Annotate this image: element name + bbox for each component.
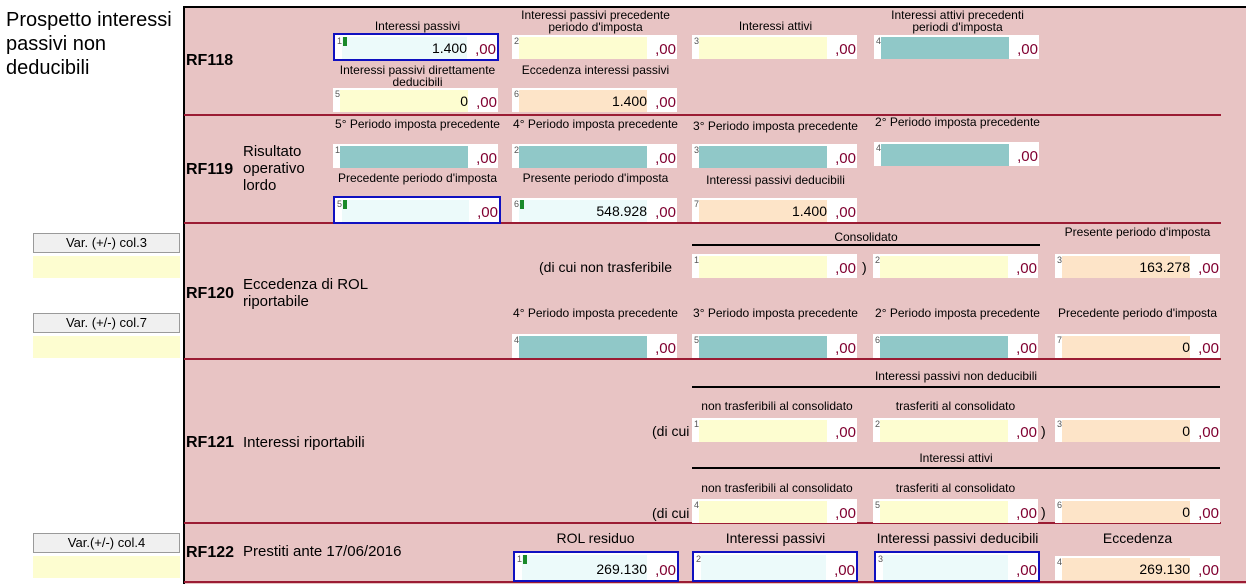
label-rf122-int-pass: Interessi passivi [725,530,826,546]
row-desc-rf119: Risultato operativo lordo [243,143,305,194]
label-interessi-passivi-prec: Interessi passivi precedente periodo d'i… [521,8,670,34]
row-separator [184,222,1221,224]
label-rf122-eccedenza: Eccedenza [1102,530,1173,546]
label-di-cui-non-trasferibile: (di cui non trasferibile [539,259,673,275]
label-interessi-attivi-prec: Interessi attivi precedenti periodi d'im… [891,8,1024,34]
rf120-precedente-field[interactable]: 7 0,00 [1055,334,1220,358]
row-code-rf122: RF122 [186,544,235,561]
var-col7-button[interactable]: Var. (+/-) col.7 [33,313,180,333]
rf120-4-periodo-field[interactable]: 4 ,00 [512,334,677,358]
label-int-pass-dir-deduc: Interessi passivi direttamente deducibil… [339,63,496,89]
page-title: Prospetto interessi passivi non deducibi… [6,9,172,79]
label-di-cui-2: (di cui [652,505,690,521]
label-consolidato: Consolidato [834,230,898,244]
rf119-presente-field[interactable]: 6 548.928,00 [512,198,677,222]
label-rf120-presente: Presente periodo d'imposta [1064,225,1211,239]
paren-close: ) [1041,504,1046,520]
label-rf120-2-periodo: 2° Periodo imposta precedente [875,306,1040,320]
rf120-2-periodo-field[interactable]: 6 ,00 [873,334,1038,358]
row-code-rf118: RF118 [186,52,234,69]
var-col7-field[interactable] [33,336,180,358]
label-non-trasf-1: non trasferibili al consolidato [701,399,853,413]
rf118-interessi-passivi-field[interactable]: 1 1.400,00 [333,33,499,61]
rf121-col2-field[interactable]: 2 ,00 [873,418,1038,442]
var-col4-field[interactable] [33,556,180,578]
label-di-cui-1: (di cui [652,423,690,439]
var-col3-field[interactable] [33,256,180,278]
rf122-int-pass-deduc-field[interactable]: 3 ,00 [874,551,1040,582]
row-code-rf121: RF121 [186,434,235,451]
label-2-periodo: 2° Periodo imposta precedente [875,115,1040,129]
rf119-4-periodo-field[interactable]: 2 ,00 [512,144,677,168]
label-rf120-4-periodo: 4° Periodo imposta precedente [513,306,678,320]
label-5-periodo: 5° Periodo imposta precedente [335,117,500,131]
row-desc-rf120: Eccedenza di ROL riportabile [243,276,368,310]
label-precedente-periodo: Precedente periodo d'imposta [337,171,498,185]
rf121-col6-field[interactable]: 6 0,00 [1055,499,1220,523]
rf119-precedente-field[interactable]: 5 ,00 [333,196,501,224]
rf120-non-trasf-col2-field[interactable]: 2 ,00 [873,254,1038,278]
paren-close: ) [1041,423,1046,439]
rf118-interessi-attivi-field[interactable]: 3 ,00 [692,35,857,59]
rf120-presente-field[interactable]: 3 163.278,00 [1055,254,1220,278]
row-code-rf120: RF120 [186,285,235,302]
row-separator [184,114,1221,116]
rf118-int-pass-prec-field[interactable]: 2 ,00 [512,35,677,59]
label-int-pass-deduc: Interessi passivi deducibili [706,173,845,187]
row-separator [184,358,1221,360]
var-col3-button[interactable]: Var. (+/-) col.3 [33,233,180,253]
label-eccedenza-int-pass: Eccedenza interessi passivi [521,63,670,77]
label-rf120-3-periodo: 3° Periodo imposta precedente [693,306,858,320]
row-desc-rf122: Prestiti ante 17/06/2016 [243,543,402,560]
label-3-periodo: 3° Periodo imposta precedente [693,119,858,133]
row-code-rf119: RF119 [186,161,234,178]
rf118-int-pass-dir-deduc-field[interactable]: 5 0,00 [333,88,498,112]
rf119-5-periodo-field[interactable]: 1 ,00 [333,144,498,168]
label-trasf-2: trasferiti al consolidato [895,481,1016,495]
var-col4-button[interactable]: Var.(+/-) col.4 [33,533,180,553]
rf119-2-periodo-field[interactable]: 4 ,00 [874,142,1039,166]
rf118-eccedenza-field[interactable]: 6 1.400,00 [512,88,677,112]
group1-line [692,386,1220,388]
consolidato-line [692,244,1040,246]
top-border [184,6,1246,8]
bottom-border [184,581,1246,583]
rf121-col5-field[interactable]: 5 ,00 [873,499,1038,523]
row-desc-rf121: Interessi riportabili [243,434,365,451]
rf119-int-pass-deduc-field[interactable]: 7 1.400,00 [692,198,857,222]
rf120-3-periodo-field[interactable]: 5 ,00 [692,334,857,358]
rf121-col4-field[interactable]: 4 ,00 [692,499,857,523]
label-trasf-1: trasferiti al consolidato [895,399,1016,413]
group2-line [692,467,1220,469]
label-interessi-attivi: Interessi attivi [919,451,993,465]
rf122-rol-residuo-field[interactable]: 1 269.130,00 [513,551,679,582]
label-rf120-precedente: Precedente periodo d'imposta [1057,306,1218,320]
left-border [183,6,185,584]
label-rol-residuo: ROL residuo [556,530,635,546]
rf121-col3-field[interactable]: 3 0,00 [1055,418,1220,442]
label-interessi-passivi: Interessi passivi [374,19,461,33]
rf122-int-pass-field[interactable]: 2 ,00 [692,551,858,582]
label-presente-periodo: Presente periodo d'imposta [522,171,669,185]
rf121-col1-field[interactable]: 1 ,00 [692,418,857,442]
rf120-non-trasf-col1-field[interactable]: 1 ,00 [692,254,857,278]
rf119-3-periodo-field[interactable]: 3 ,00 [692,144,857,168]
label-non-trasf-2: non trasferibili al consolidato [701,481,853,495]
rf118-int-attivi-prec-field[interactable]: 4 ,00 [874,35,1039,59]
label-rf122-int-pass-deduc: Interessi passivi deducibili [876,530,1039,546]
paren-close: ) [862,259,867,275]
row-separator [184,522,1221,524]
rf122-eccedenza-field[interactable]: 4 269.130,00 [1055,556,1220,580]
label-interessi-attivi: Interessi attivi [738,19,813,33]
label-int-pass-non-deduc: Interessi passivi non deducibili [874,369,1038,383]
label-4-periodo: 4° Periodo imposta precedente [513,117,678,131]
